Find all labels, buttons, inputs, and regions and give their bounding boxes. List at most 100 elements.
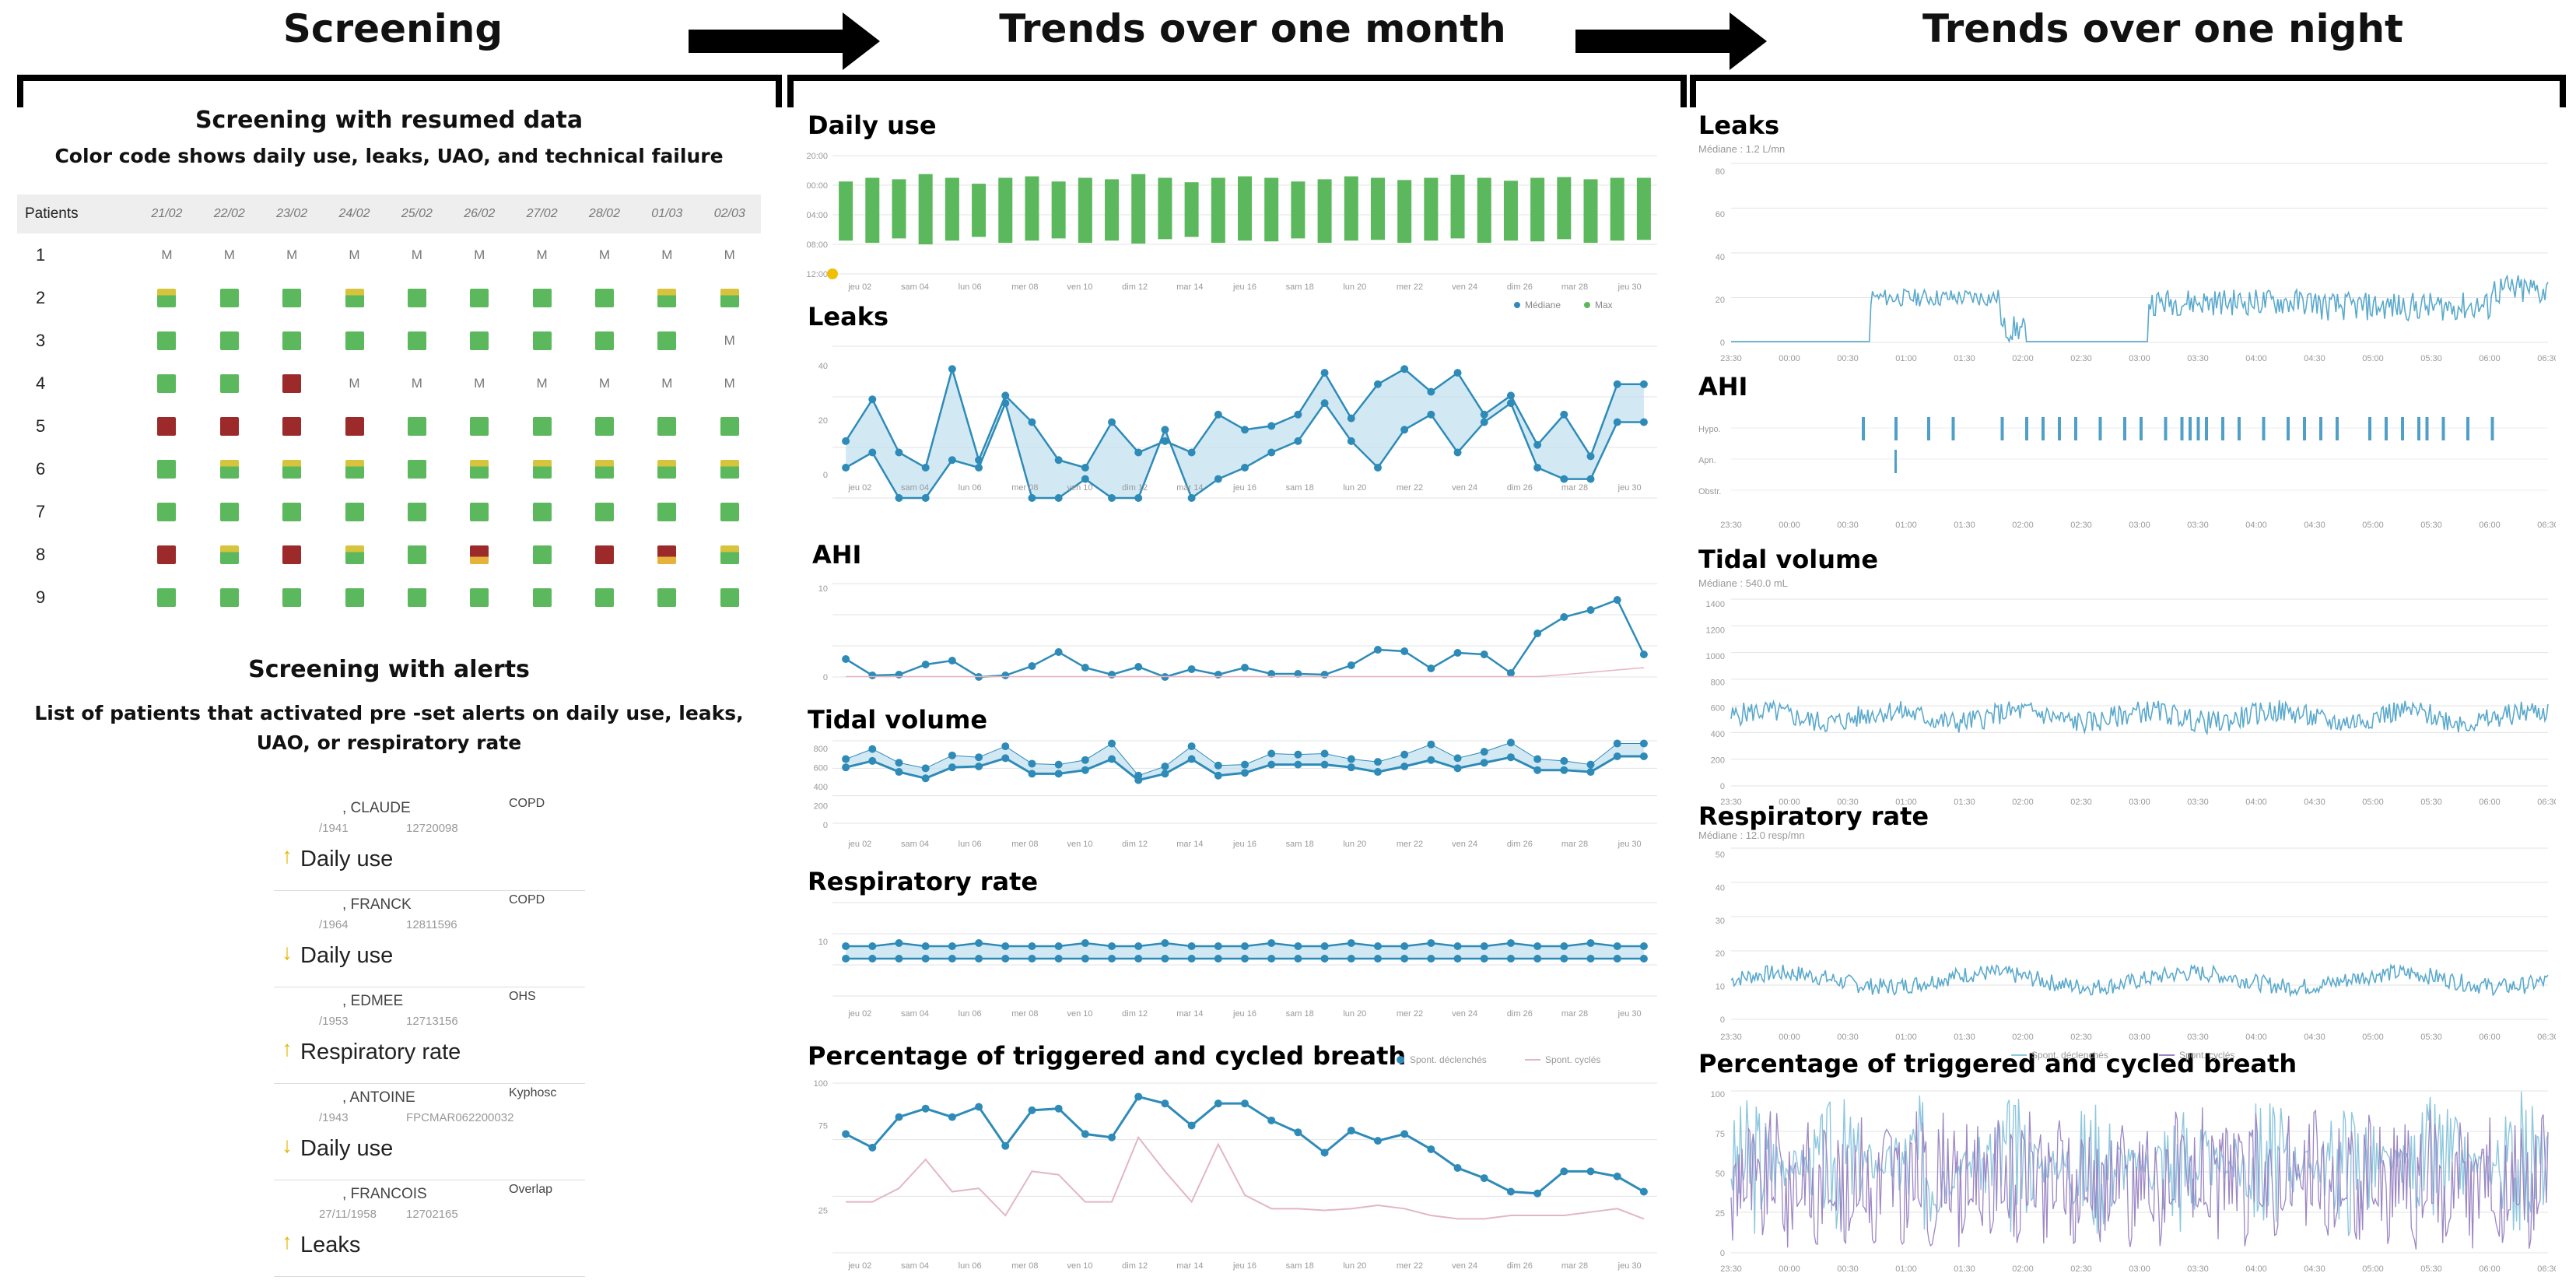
status-cell[interactable]	[510, 447, 573, 490]
status-cell[interactable]	[198, 362, 261, 405]
status-cell[interactable]	[448, 405, 510, 447]
status-cell[interactable]	[198, 490, 261, 533]
status-cell[interactable]	[510, 276, 573, 319]
status-cell[interactable]	[510, 490, 573, 533]
status-cell[interactable]	[198, 319, 261, 362]
status-cell[interactable]	[135, 362, 198, 405]
status-cell[interactable]	[448, 447, 510, 490]
status-cell[interactable]	[261, 405, 323, 447]
status-cell[interactable]	[386, 276, 448, 319]
status-cell[interactable]	[448, 576, 510, 619]
table-row[interactable]: 8	[17, 533, 761, 576]
status-cell[interactable]	[698, 276, 761, 319]
status-cell[interactable]	[386, 533, 448, 576]
alert-item[interactable]: , ANTOINE Kyphosc/1943 FPCMAR062200032 ↓ Dai…	[274, 1085, 585, 1180]
status-cell[interactable]	[573, 447, 636, 490]
status-cell[interactable]: M	[698, 319, 761, 362]
table-row[interactable]: 2	[17, 276, 761, 319]
status-cell[interactable]	[636, 276, 698, 319]
status-cell[interactable]: M	[573, 362, 636, 405]
status-cell[interactable]	[386, 490, 448, 533]
status-cell[interactable]	[386, 576, 448, 619]
status-cell[interactable]	[261, 490, 323, 533]
status-cell[interactable]	[135, 576, 198, 619]
status-cell[interactable]	[323, 576, 385, 619]
status-cell[interactable]	[198, 447, 261, 490]
table-row[interactable]: 1 M M M M M M M M M M	[17, 233, 761, 276]
status-cell[interactable]	[261, 319, 323, 362]
status-cell[interactable]: M	[323, 233, 385, 276]
alert-item[interactable]: , EDMEE OHS/1953 12713156 ↑ Respiratory rate	[274, 988, 585, 1084]
status-cell[interactable]	[698, 533, 761, 576]
status-cell[interactable]	[198, 276, 261, 319]
status-cell[interactable]	[261, 533, 323, 576]
status-cell[interactable]	[261, 447, 323, 490]
status-cell[interactable]	[698, 447, 761, 490]
status-cell[interactable]	[636, 576, 698, 619]
alert-item[interactable]: , FRANCOIS Overlap 27/11/1958 12702165 ↑ Leak…	[274, 1181, 585, 1277]
status-cell[interactable]: M	[386, 362, 448, 405]
status-cell[interactable]	[135, 405, 198, 447]
status-cell[interactable]	[135, 533, 198, 576]
status-cell[interactable]: M	[636, 362, 698, 405]
status-cell[interactable]	[636, 490, 698, 533]
status-cell[interactable]	[510, 405, 573, 447]
status-cell[interactable]	[573, 319, 636, 362]
status-cell[interactable]	[261, 576, 323, 619]
status-cell[interactable]	[573, 276, 636, 319]
status-cell[interactable]: M	[198, 233, 261, 276]
status-cell[interactable]	[573, 576, 636, 619]
status-cell[interactable]	[510, 576, 573, 619]
status-cell[interactable]	[636, 447, 698, 490]
status-cell[interactable]	[386, 319, 448, 362]
status-cell[interactable]	[323, 276, 385, 319]
status-cell[interactable]	[448, 490, 510, 533]
status-cell[interactable]: M	[573, 233, 636, 276]
status-cell[interactable]	[448, 319, 510, 362]
table-row[interactable]: 4 M M M M M M M	[17, 362, 761, 405]
status-cell[interactable]: M	[323, 362, 385, 405]
status-cell[interactable]	[573, 405, 636, 447]
status-cell[interactable]: M	[261, 233, 323, 276]
table-row[interactable]: 7	[17, 490, 761, 533]
status-cell[interactable]	[510, 533, 573, 576]
alert-item[interactable]: , FRANCK COPD/1964 12811596 ↓ Daily use	[274, 892, 585, 987]
status-cell[interactable]	[386, 447, 448, 490]
status-cell[interactable]: M	[135, 233, 198, 276]
status-cell[interactable]: M	[510, 233, 573, 276]
status-cell[interactable]	[198, 533, 261, 576]
status-cell[interactable]	[323, 405, 385, 447]
status-cell[interactable]	[510, 319, 573, 362]
status-cell[interactable]: M	[510, 362, 573, 405]
table-row[interactable]: 9	[17, 576, 761, 619]
status-cell[interactable]	[135, 276, 198, 319]
alert-item[interactable]: , CLAUDE COPD/1941 12720098 ↑ Daily use	[274, 795, 585, 891]
status-cell[interactable]: M	[636, 233, 698, 276]
status-cell[interactable]	[135, 447, 198, 490]
status-cell[interactable]	[448, 276, 510, 319]
status-cell[interactable]	[698, 490, 761, 533]
status-cell[interactable]	[198, 405, 261, 447]
status-cell[interactable]: M	[386, 233, 448, 276]
status-cell[interactable]	[448, 533, 510, 576]
status-cell[interactable]	[135, 319, 198, 362]
status-cell[interactable]	[198, 576, 261, 619]
status-cell[interactable]	[386, 405, 448, 447]
status-cell[interactable]	[135, 490, 198, 533]
status-cell[interactable]: M	[448, 233, 510, 276]
status-cell[interactable]	[698, 405, 761, 447]
status-cell[interactable]: M	[698, 362, 761, 405]
status-cell[interactable]	[261, 362, 323, 405]
status-cell[interactable]	[698, 576, 761, 619]
status-cell[interactable]	[323, 319, 385, 362]
status-cell[interactable]	[573, 533, 636, 576]
status-cell[interactable]	[636, 319, 698, 362]
status-cell[interactable]	[636, 405, 698, 447]
status-cell[interactable]	[573, 490, 636, 533]
status-cell[interactable]: M	[448, 362, 510, 405]
status-cell[interactable]	[323, 533, 385, 576]
table-row[interactable]: 6	[17, 447, 761, 490]
status-cell[interactable]	[636, 533, 698, 576]
status-cell[interactable]	[323, 490, 385, 533]
